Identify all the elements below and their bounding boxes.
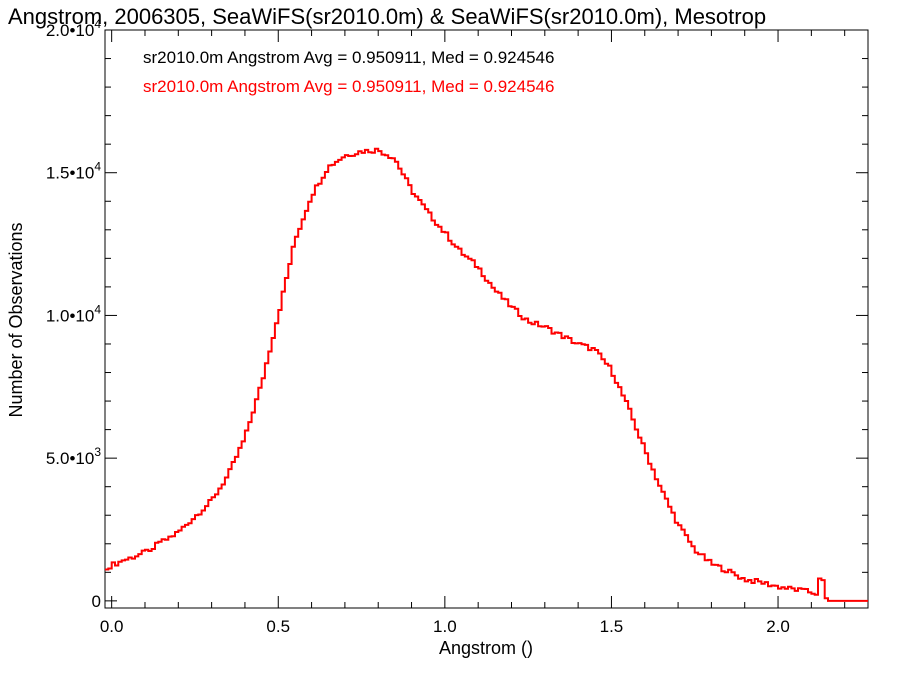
x-axis-label: Angstrom () xyxy=(439,638,533,658)
y-tick-label: 1.5•104 xyxy=(46,160,102,183)
x-tick-label: 0.5 xyxy=(266,617,290,636)
y-tick-exponent: 4 xyxy=(94,160,101,174)
y-tick-mantissa: 0 xyxy=(92,592,101,611)
y-tick-mantissa: 1.5•10 xyxy=(46,164,95,183)
x-tick-label: 2.0 xyxy=(766,617,790,636)
y-tick-exponent: 4 xyxy=(94,302,101,316)
y-tick-exponent: 4 xyxy=(94,17,101,31)
y-tick-label: 5.0•103 xyxy=(46,445,102,468)
plot-frame xyxy=(104,29,869,609)
y-tick-label: 2.0•104 xyxy=(46,17,102,40)
axis-tick-labels: 0.0 0.5 1.0 1.5 2.005.0•1031.0•1041.5•1042.0… xyxy=(46,17,790,636)
y-tick-label: 0 xyxy=(92,592,101,611)
histogram-line xyxy=(105,147,868,602)
y-tick-exponent: 3 xyxy=(94,445,101,459)
x-tick-label: 1.0 xyxy=(433,617,457,636)
x-tick-label: 1.5 xyxy=(600,617,624,636)
stats-annotation-red: sr2010.0m Angstrom Avg = 0.950911, Med =… xyxy=(143,77,554,96)
stats-annotation-black: sr2010.0m Angstrom Avg = 0.950911, Med =… xyxy=(143,48,554,67)
y-axis-label: Number of Observations xyxy=(6,222,26,417)
axis-ticks xyxy=(105,29,868,608)
y-tick-mantissa: 2.0•10 xyxy=(46,21,95,40)
chart-title: Angstrom, 2006305, SeaWiFS(sr2010.0m) & … xyxy=(8,4,766,29)
y-tick-label: 1.0•104 xyxy=(46,302,102,325)
y-tick-mantissa: 5.0•10 xyxy=(46,449,95,468)
y-tick-mantissa: 1.0•10 xyxy=(46,306,95,325)
x-tick-label: 0.0 xyxy=(100,617,124,636)
